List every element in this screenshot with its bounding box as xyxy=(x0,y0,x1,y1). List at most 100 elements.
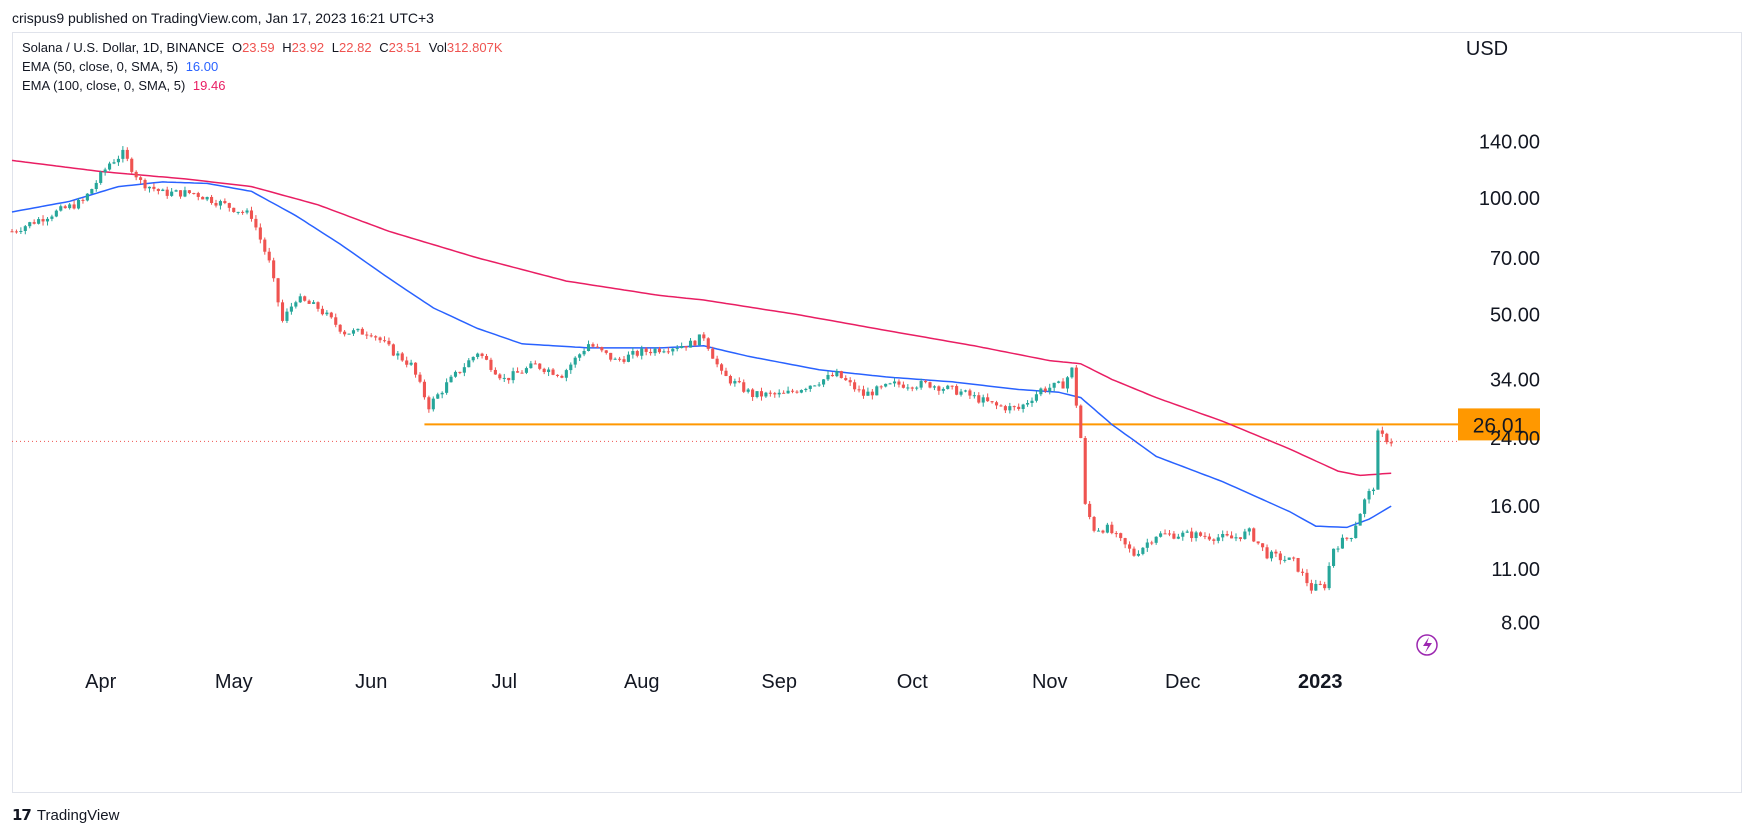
candle-body xyxy=(196,193,200,197)
legend-c-value: 23.51 xyxy=(388,40,422,55)
candle-body xyxy=(1105,524,1109,533)
candle-body xyxy=(422,381,426,398)
candle-body xyxy=(19,230,23,232)
candle-body xyxy=(1172,533,1176,539)
y-tick-label: 100.00 xyxy=(1479,188,1540,210)
candle-body xyxy=(1269,551,1274,559)
candle-body xyxy=(1176,536,1180,539)
legend-ema100-label: EMA (100, close, 0, SMA, 5) xyxy=(22,78,186,93)
candle-body xyxy=(853,382,857,390)
candle-body xyxy=(170,191,174,196)
candle-body xyxy=(799,390,803,393)
candle-body xyxy=(108,163,112,170)
candle-body xyxy=(139,177,143,180)
candle-body xyxy=(1154,536,1158,543)
candle-body xyxy=(1061,381,1065,389)
candle-body xyxy=(343,331,347,335)
candle-body xyxy=(737,381,741,383)
candle-body xyxy=(764,392,768,397)
candle-body xyxy=(1065,377,1070,389)
candle-body xyxy=(440,392,444,395)
candle-body xyxy=(360,328,364,335)
candle-body xyxy=(1247,528,1251,532)
candle-body xyxy=(1185,531,1189,533)
candle-body xyxy=(130,158,134,172)
candle-body xyxy=(68,204,72,209)
candle-body xyxy=(1349,538,1353,540)
legend-ohlc: Solana / U.S. Dollar, 1D, BINANCE O23.59… xyxy=(22,40,507,55)
candle-body xyxy=(396,353,400,356)
candle-body xyxy=(285,311,289,321)
candle-body xyxy=(1389,442,1393,444)
candle-body xyxy=(808,385,812,389)
candle-body xyxy=(14,231,18,233)
legend-h-label: H xyxy=(282,40,292,55)
candle-body xyxy=(786,390,790,394)
candle-body xyxy=(941,388,945,391)
x-tick-label: Sep xyxy=(761,671,797,693)
candle-body xyxy=(657,348,662,353)
candle-body xyxy=(910,387,914,389)
candle-body xyxy=(445,382,449,393)
candle-body xyxy=(258,227,262,240)
legend-vol-label: Vol xyxy=(428,40,447,55)
candle-body xyxy=(986,397,990,402)
candle-body xyxy=(85,193,89,201)
candle-body xyxy=(1340,537,1344,549)
candle-body xyxy=(502,377,506,379)
candle-body xyxy=(631,351,635,355)
candle-body xyxy=(626,354,630,362)
x-tick-label: May xyxy=(215,671,253,693)
candle-body xyxy=(901,384,905,388)
candle-body xyxy=(1336,548,1340,550)
candle-body xyxy=(81,199,85,201)
candle-body xyxy=(706,338,710,349)
candle-body xyxy=(609,352,613,360)
candle-body xyxy=(72,204,76,209)
candle-body xyxy=(480,353,484,356)
candle-body xyxy=(59,206,63,211)
candle-body xyxy=(165,189,169,196)
candle-body xyxy=(1314,583,1318,591)
candle-body xyxy=(249,210,254,219)
candle-body xyxy=(582,350,586,355)
candle-body xyxy=(50,216,54,219)
legend-vol-value: 312.807K xyxy=(446,40,503,55)
candle-body xyxy=(147,186,152,189)
candle-body xyxy=(334,317,338,325)
candle-body xyxy=(516,371,520,373)
candle-body xyxy=(693,340,697,346)
candle-body xyxy=(32,222,36,224)
candle-body xyxy=(977,395,981,403)
candle-body xyxy=(205,196,209,200)
candle-body xyxy=(999,405,1003,407)
candle-body xyxy=(724,370,728,377)
candle-body xyxy=(826,374,830,380)
candle-body xyxy=(613,358,617,360)
candle-body xyxy=(1292,557,1296,559)
candle-body xyxy=(245,210,249,213)
legend-symbol: Solana / U.S. Dollar, 1D, BINANCE xyxy=(22,40,225,55)
tradingview-logo[interactable]: 𝟭𝟳 TradingView xyxy=(12,806,120,825)
candle-body xyxy=(755,391,759,398)
candle-body xyxy=(493,369,497,375)
candle-body xyxy=(946,385,950,389)
legend-l-value: 22.82 xyxy=(339,40,372,55)
candle-body xyxy=(112,162,116,164)
tradingview-logo-icon: 𝟭𝟳 xyxy=(12,807,32,824)
candle-body xyxy=(1234,537,1238,539)
candle-body xyxy=(751,389,755,398)
tradingview-brand: TradingView xyxy=(36,806,120,824)
candle-body xyxy=(600,347,604,351)
candle-body xyxy=(595,346,599,348)
candle-body xyxy=(564,370,568,378)
legend-o-label: O xyxy=(231,40,243,55)
candle-body xyxy=(1252,528,1256,542)
candle-body xyxy=(1300,571,1305,573)
candle-body xyxy=(1376,430,1380,490)
candle-body xyxy=(263,239,267,252)
candle-body xyxy=(1225,533,1229,536)
candle-body xyxy=(1332,548,1336,566)
candle-body xyxy=(1380,430,1384,434)
